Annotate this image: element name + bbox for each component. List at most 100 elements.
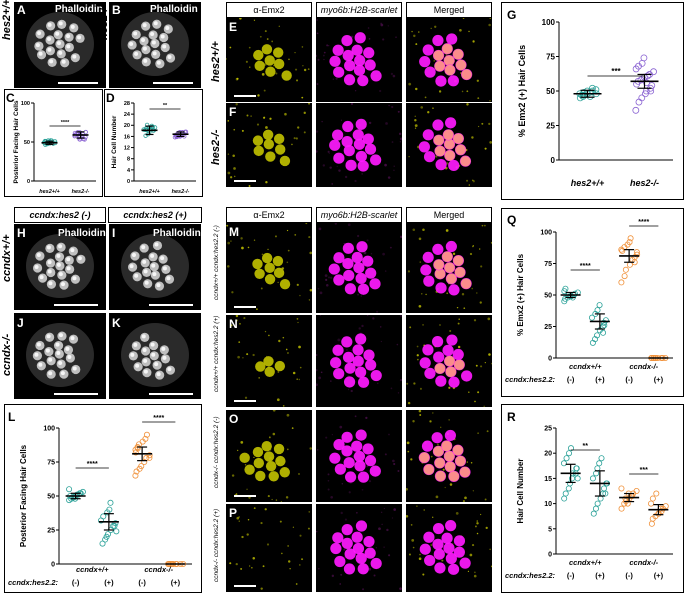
- nucleus: [355, 272, 367, 285]
- emx2-positive-nucleus: [443, 55, 455, 66]
- background-speck: [486, 430, 489, 433]
- hair-cell-highlight: [143, 369, 148, 374]
- micrograph-O-merged: [406, 410, 492, 502]
- background-speck: [481, 224, 484, 227]
- background-speck: [344, 175, 348, 179]
- group-label: ccndx-/-: [629, 362, 658, 371]
- nucleus: [357, 563, 369, 575]
- background-speck: [230, 176, 233, 179]
- background-speck: [291, 143, 293, 146]
- background-speck: [407, 270, 411, 273]
- emx2-positive-nucleus: [433, 50, 444, 61]
- hair-cell-highlight: [66, 266, 71, 271]
- data-point: [589, 475, 596, 482]
- background-speck: [456, 306, 459, 309]
- background-speck: [257, 94, 260, 97]
- background-speck: [238, 341, 241, 343]
- panel-letter-D: D: [106, 91, 115, 105]
- data-point: [104, 531, 111, 538]
- row-label: ccndx:hes2.2:: [505, 571, 556, 580]
- background-speck: [384, 270, 387, 272]
- background-speck: [471, 136, 474, 139]
- background-speck: [467, 570, 470, 573]
- nucleus: [330, 357, 342, 369]
- nucleus: [424, 554, 436, 567]
- nucleus: [357, 160, 369, 172]
- background-speck: [484, 362, 486, 364]
- y-tick-label: 25: [47, 527, 55, 534]
- background-speck: [368, 121, 372, 125]
- background-speck: [286, 261, 289, 264]
- category-label: hes2-/-: [630, 178, 659, 188]
- background-speck: [399, 587, 402, 590]
- background-speck: [425, 293, 427, 296]
- background-speck: [365, 416, 368, 420]
- nucleus: [365, 267, 377, 279]
- genotype-label-A: hes2+/+: [1, 0, 13, 40]
- data-point: [597, 495, 604, 502]
- background-speck: [227, 241, 231, 245]
- background-speck: [412, 228, 416, 231]
- background-speck: [294, 51, 296, 54]
- background-speck: [331, 183, 333, 185]
- background-speck: [238, 520, 240, 522]
- phalloidin-cells-H: [26, 234, 94, 298]
- fluorescence-emx2: [227, 103, 310, 187]
- background-speck: [230, 240, 232, 242]
- nucleus: [445, 520, 457, 532]
- emx2-positive-nucleus: [273, 47, 284, 58]
- hair-cell-highlight: [152, 272, 157, 277]
- nucleus: [351, 44, 363, 56]
- background-speck: [373, 574, 376, 577]
- micrograph-E-merged: [406, 18, 492, 102]
- micrograph-P-emx2: [226, 504, 312, 592]
- nucleus: [330, 542, 342, 555]
- background-speck: [248, 185, 251, 187]
- background-speck: [354, 415, 357, 418]
- nucleus: [363, 535, 375, 548]
- nucleus: [355, 333, 367, 345]
- background-speck: [235, 493, 238, 495]
- row-label: ccndx:hes2.2:: [8, 578, 59, 587]
- emx2-positive-nucleus: [264, 366, 275, 377]
- nucleus: [357, 75, 369, 87]
- emx2-positive-nucleus: [423, 464, 435, 475]
- phalloidin-cells-J: [26, 323, 94, 387]
- background-speck: [356, 511, 358, 514]
- background-speck: [354, 179, 357, 183]
- background-speck: [335, 356, 338, 358]
- hair-cell-highlight: [47, 47, 52, 52]
- y-tick-label: 0: [548, 355, 552, 362]
- y-axis-label: % Emx2 (+) Hair Cells: [517, 45, 527, 137]
- background-speck: [488, 122, 491, 126]
- micrograph-J: [14, 313, 106, 399]
- background-speck: [295, 583, 298, 585]
- hair-cell-highlight: [162, 266, 167, 271]
- background-speck: [303, 111, 306, 115]
- data-point: [618, 246, 625, 253]
- hair-cell-highlight: [55, 342, 60, 347]
- genotype-label-P: ccndx-/- ccndx:hes2.2 (+): [213, 508, 220, 582]
- background-speck: [253, 239, 256, 241]
- background-speck: [284, 112, 287, 116]
- hair-cell-highlight: [141, 37, 146, 42]
- background-speck: [307, 68, 310, 71]
- background-speck: [434, 25, 437, 28]
- background-speck: [372, 317, 375, 320]
- background-speck: [247, 518, 250, 521]
- nucleus: [332, 129, 344, 141]
- background-speck: [301, 558, 304, 561]
- data-point: [618, 505, 625, 512]
- chart-box-G: [501, 2, 684, 200]
- background-speck: [261, 72, 265, 76]
- hair-cell-highlight: [47, 269, 52, 274]
- hair-cell-highlight: [153, 21, 158, 26]
- hair-cell-highlight: [77, 35, 82, 40]
- hair-cell-highlight: [56, 41, 61, 46]
- emx2-positive-nucleus: [274, 360, 286, 372]
- nucleus: [357, 283, 370, 295]
- background-speck: [449, 330, 452, 333]
- background-speck: [379, 326, 382, 328]
- background-speck: [474, 400, 476, 403]
- nucleus: [447, 563, 460, 575]
